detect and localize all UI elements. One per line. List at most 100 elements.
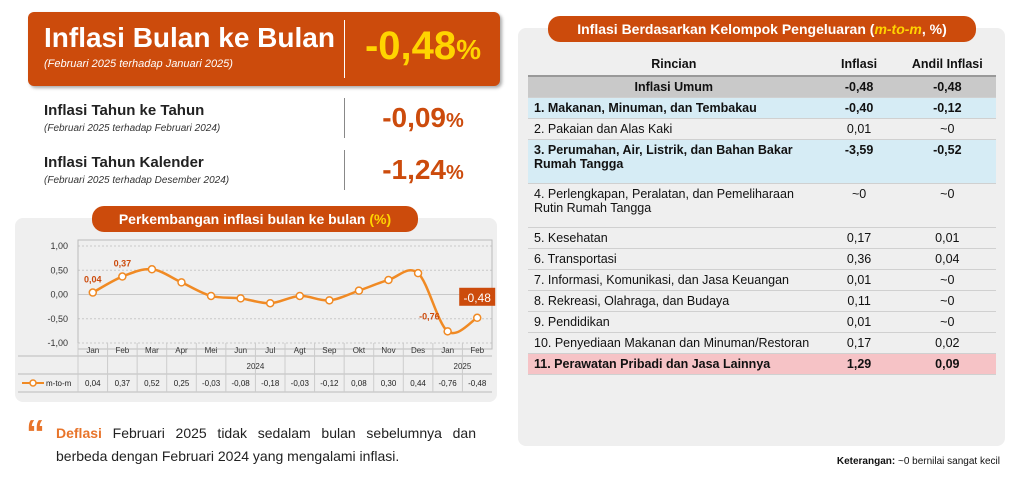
chart-title: Perkembangan inflasi bulan ke bulan (%) (92, 206, 418, 232)
andil-cell: 0,02 (898, 332, 996, 354)
table-value: -0,03 (202, 379, 221, 388)
row-label: 4. Perlengkapan, Peralatan, dan Pemeliha… (528, 183, 820, 228)
inflasi-cell: ~0 (819, 183, 899, 228)
row-label: 5. Kesehatan (528, 227, 820, 249)
x-tick-label: Jun (234, 346, 247, 355)
header-cell: Rincian (528, 53, 820, 77)
inflasi-cell: 0,01 (819, 118, 899, 140)
x-tick-label: Feb (470, 346, 484, 355)
x-tick-label: Feb (115, 346, 129, 355)
andil-cell: -0,52 (898, 139, 996, 184)
table-row: 7. Informasi, Komunikasi, dan Jasa Keuan… (528, 269, 996, 291)
header-cell: Andil Inflasi (898, 53, 996, 77)
point (177, 278, 186, 287)
point (443, 327, 452, 336)
table-row: 10. Penyediaan Makanan dan Minuman/Resto… (528, 332, 996, 354)
row-label: 8. Rekreasi, Olahraga, dan Budaya (528, 290, 820, 312)
label-box (459, 287, 496, 306)
table-row: 4. Perlengkapan, Peralatan, dan Pemeliha… (528, 183, 996, 228)
headline-box: Inflasi Bulan ke Bulan (Februari 2025 te… (28, 12, 500, 86)
table-row: 1. Makanan, Minuman, dan Tembakau -0,40 -0… (528, 97, 996, 119)
x-tick-label: Okt (353, 346, 366, 355)
x-tick-label: Mar (145, 346, 159, 355)
unit: % (456, 34, 482, 65)
headline-subtitle: (Februari 2025 terhadap Januari 2025) (44, 58, 233, 70)
unit: % (446, 110, 464, 132)
table-value: 0,08 (351, 379, 367, 388)
table-row: 5. Kesehatan 0,17 0,01 (528, 227, 996, 249)
unit: % (446, 162, 464, 184)
chart-panel (15, 218, 497, 402)
divider (344, 98, 345, 138)
year-label: 2025 (454, 362, 472, 371)
table-value: -0,12 (320, 379, 339, 388)
point-label: -0,48 (464, 291, 492, 305)
yoy-section: Inflasi Tahun ke Tahun (Februari 2025 te… (28, 96, 500, 140)
point (206, 291, 216, 301)
andil-cell: ~0 (898, 290, 996, 312)
legend-lead: Keterangan: (836, 456, 896, 467)
ytd-section: Inflasi Tahun Kalender (Februari 2025 te… (28, 148, 500, 192)
title: Perkembangan inflasi bulan ke bulan (118, 211, 366, 227)
andil-cell: ~0 (898, 311, 996, 333)
table-row: 2. Pakaian dan Alas Kaki 0,01 ~0 (528, 118, 996, 140)
inflasi-cell: 0,36 (819, 248, 899, 270)
ytd-title: Inflasi Tahun Kalender (44, 154, 204, 171)
y-tick-label: 0,50 (50, 265, 68, 275)
table-value: 0,30 (381, 379, 397, 388)
table-value: -0,48 (468, 379, 487, 388)
andil-cell: ~0 (898, 183, 996, 228)
line-chart: 1,00 0,50 0,00 -0,50 -1,00 Jan 0,04 Feb 0,37 Mar 0… (18, 239, 496, 393)
svg-text:“: “ (26, 420, 45, 442)
row-label: 7. Informasi, Komunikasi, dan Jasa Keuan… (528, 269, 820, 291)
table-legend: Keterangan: ~0 bernilai sangat kecil (837, 456, 1000, 467)
y-tick-label: 1,00 (50, 241, 68, 251)
y-tick-label: 0,00 (50, 290, 68, 300)
inflasi-cell: 0,11 (819, 290, 899, 312)
point (384, 275, 393, 285)
table-row: 8. Rekreasi, Olahraga, dan Budaya 0,11 ~0 (528, 290, 996, 312)
legend-label: m-to-m (46, 379, 72, 388)
row-label: 1. Makanan, Minuman, dan Tembakau (528, 97, 820, 119)
point (413, 268, 423, 278)
headline-value: -0,48% (346, 24, 500, 69)
x-tick-label: Nov (381, 346, 395, 355)
point (236, 294, 245, 303)
ytd-subtitle: (Februari 2025 terhadap Desember 2024) (44, 175, 230, 186)
x-tick-label: Apr (175, 346, 188, 355)
table-value: 0,52 (144, 379, 160, 388)
table-value: -0,03 (291, 379, 310, 388)
andil-cell: 0,04 (898, 248, 996, 270)
divider (344, 20, 345, 78)
yoy-subtitle: (Februari 2025 terhadap Februari 2024) (44, 123, 221, 134)
andil-cell: 0,01 (898, 227, 996, 249)
inflasi-cell: -0,40 (819, 97, 899, 119)
row-label: 3. Perumahan, Air, Listrik, dan Bahan Ba… (528, 139, 820, 184)
table: Rincian Inflasi Andil Inflasi Inflasi Umum -… (528, 53, 996, 375)
row-label: Inflasi Umum (528, 76, 820, 98)
point (147, 265, 157, 274)
point (325, 296, 334, 305)
point-label: 0,37 (114, 259, 132, 269)
point (354, 286, 364, 295)
inflasi-cell: 0,17 (819, 332, 899, 354)
table-value: 0,25 (174, 379, 190, 388)
yoy-title: Inflasi Tahun ke Tahun (44, 102, 205, 119)
table-value: 0,04 (85, 379, 101, 388)
point (295, 291, 305, 301)
quote-icon: “ (26, 420, 45, 442)
table-row: 3. Perumahan, Air, Listrik, dan Bahan Ba… (528, 139, 996, 184)
point (88, 288, 98, 297)
header-cell: Inflasi (819, 53, 899, 77)
inflasi-cell: 1,29 (819, 353, 899, 375)
point (472, 313, 482, 323)
point-label: -0,76 (419, 311, 440, 321)
table-value: 0,37 (115, 379, 131, 388)
x-tick-label: Mei (205, 346, 218, 355)
table-value: -0,18 (261, 379, 280, 388)
row-label: 11. Perawatan Pribadi dan Jasa Lainnya (528, 353, 820, 375)
andil-cell: -0,48 (898, 76, 996, 98)
andil-cell: -0,12 (898, 97, 996, 119)
table-value: -0,08 (232, 379, 251, 388)
